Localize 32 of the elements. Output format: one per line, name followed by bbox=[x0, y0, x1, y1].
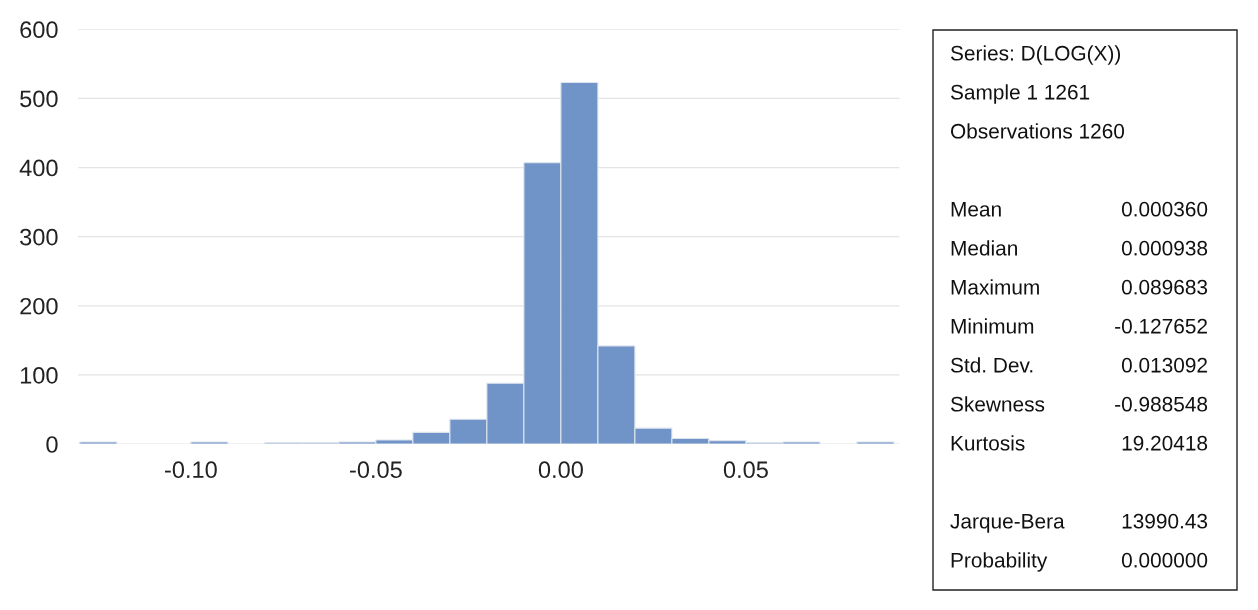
text: Skewness bbox=[950, 396, 1045, 412]
text: -0.127652 bbox=[1115, 318, 1207, 334]
text: Observations 1260 bbox=[950, 123, 1125, 139]
text: Sample 1 1261 bbox=[950, 84, 1090, 104]
text: Jarque-Bera bbox=[950, 514, 1065, 533]
text: Minimum bbox=[951, 318, 1034, 334]
text: Series: D(LOG(X)) bbox=[950, 45, 1121, 65]
text: 13990.43 bbox=[1122, 513, 1208, 529]
text: 0.000360 bbox=[1121, 201, 1208, 217]
text: 0.013092 bbox=[1121, 357, 1207, 373]
y-tick-label: 600 bbox=[20, 21, 58, 39]
text: Probability bbox=[951, 552, 1048, 572]
text: 19.20418 bbox=[1122, 435, 1208, 451]
y-tick-label: 500 bbox=[20, 90, 58, 108]
text: Maximum bbox=[951, 279, 1039, 295]
y-tick-label: 200 bbox=[20, 297, 58, 315]
text: 0.089683 bbox=[1121, 279, 1208, 295]
text: Mean bbox=[951, 202, 1001, 217]
text: Kurtosis bbox=[951, 435, 1025, 451]
y-tick-label: 0 bbox=[46, 436, 58, 453]
text: Median bbox=[951, 240, 1017, 256]
text: 0.000938 bbox=[1121, 240, 1208, 256]
x-tick-label: 0.00 bbox=[538, 461, 583, 479]
x-tick-label: -0.10 bbox=[165, 461, 217, 479]
x-tick-label: 0.05 bbox=[723, 461, 768, 479]
text: Std. Dev. bbox=[950, 357, 1033, 373]
text: -0.988548 bbox=[1115, 396, 1208, 412]
y-tick-label: 300 bbox=[20, 228, 58, 246]
text: 0.000000 bbox=[1121, 552, 1208, 568]
y-tick-label: 400 bbox=[19, 159, 58, 177]
y-tick-label: 100 bbox=[20, 367, 58, 384]
x-tick-label: -0.05 bbox=[350, 461, 402, 479]
